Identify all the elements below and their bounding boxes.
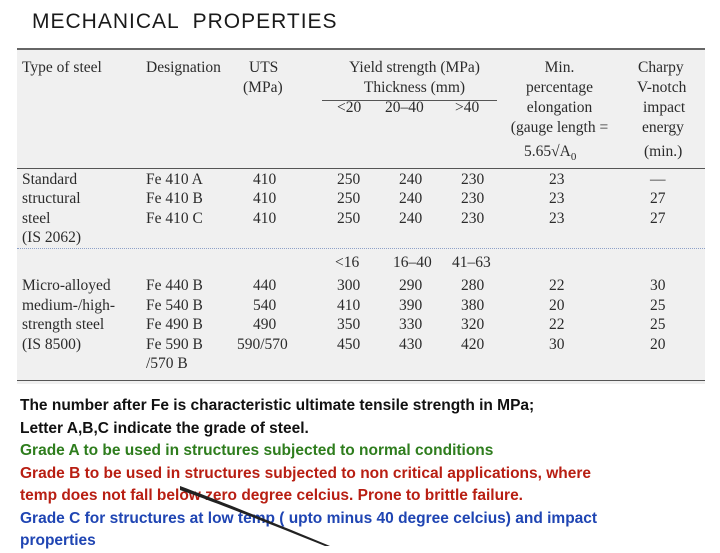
table-cell-yield1: 450 bbox=[337, 336, 361, 353]
table-cell-charpy: 27 bbox=[650, 210, 666, 227]
table-cell-yield1: 300 bbox=[337, 277, 361, 294]
table-top-rule bbox=[17, 48, 705, 50]
header-elong-1: Min. bbox=[544, 59, 575, 76]
note-line: Letter A,B,C indicate the grade of steel… bbox=[20, 419, 309, 437]
table-cell-elong: 23 bbox=[549, 210, 565, 227]
group1-type-1: Standard bbox=[22, 171, 78, 188]
table-cell-elong: 22 bbox=[549, 277, 565, 294]
header-elong-formula: 5.65√A0 bbox=[524, 143, 577, 164]
thickness-2: 20–40 bbox=[385, 99, 424, 116]
table-cell-elong: 23 bbox=[549, 171, 565, 188]
table-row-designation: Fe 410 A bbox=[146, 171, 203, 188]
table-cell-yield2: 330 bbox=[399, 316, 423, 333]
table-cell-elong: 20 bbox=[549, 297, 565, 314]
table-cell-yield3: 230 bbox=[461, 171, 485, 188]
table-cell-charpy: 25 bbox=[650, 297, 666, 314]
group2-type-1: Micro-alloyed bbox=[22, 277, 111, 294]
table-row-designation: Fe 540 B bbox=[146, 297, 203, 314]
header-rule bbox=[17, 168, 705, 169]
header-thickness: Thickness (mm) bbox=[363, 79, 466, 96]
header-charpy-5: (min.) bbox=[644, 143, 683, 160]
table-cell-yield2: 240 bbox=[399, 210, 423, 227]
table-cell-charpy: 30 bbox=[650, 277, 666, 294]
table-row-designation: Fe 440 B bbox=[146, 277, 203, 294]
table-cell-yield3: 320 bbox=[461, 316, 485, 333]
table-cell-uts: 410 bbox=[253, 210, 277, 227]
header-elong-4: (gauge length = bbox=[510, 119, 609, 136]
header-type: Type of steel bbox=[22, 59, 102, 76]
table-cell-elong: 30 bbox=[549, 336, 565, 353]
header-yield: Yield strength (MPa) bbox=[349, 59, 480, 76]
table-row-designation-cont: /570 B bbox=[146, 355, 188, 372]
thickness-2-1: <16 bbox=[335, 254, 360, 271]
table-cell-charpy: 20 bbox=[650, 336, 666, 353]
thickness-underline bbox=[322, 100, 497, 101]
table-cell-yield1: 350 bbox=[337, 316, 361, 333]
table-cell-yield1: 410 bbox=[337, 297, 361, 314]
table-cell-yield2: 290 bbox=[399, 277, 423, 294]
header-uts: UTS bbox=[249, 59, 279, 76]
table-cell-uts: 590/570 bbox=[237, 336, 288, 353]
group2-type-4: (IS 8500) bbox=[22, 336, 81, 353]
header-charpy-1: Charpy bbox=[638, 59, 684, 76]
group1-type-4: (IS 2062) bbox=[22, 229, 81, 246]
note-line: Grade A to be used in structures subject… bbox=[20, 442, 494, 459]
header-charpy-4: energy bbox=[642, 119, 684, 136]
header-charpy-2: V-notch bbox=[637, 79, 687, 96]
table-cell-yield2: 240 bbox=[399, 171, 423, 188]
table-cell-yield1: 250 bbox=[337, 190, 361, 207]
table-row-designation: Fe 490 B bbox=[146, 316, 203, 333]
table-cell-charpy: 25 bbox=[650, 316, 666, 333]
note-line: temp does not fall below zero degree cel… bbox=[20, 487, 523, 504]
table-cell-yield3: 280 bbox=[461, 277, 485, 294]
table-cell-charpy: — bbox=[650, 171, 666, 188]
thickness-1: <20 bbox=[337, 99, 362, 116]
table-cell-uts: 490 bbox=[253, 316, 277, 333]
note-line: Grade C for structures at low temp ( upt… bbox=[20, 509, 598, 527]
table-cell-yield2: 240 bbox=[399, 190, 423, 207]
table-cell-yield2: 390 bbox=[399, 297, 423, 314]
table-cell-yield1: 250 bbox=[337, 210, 361, 227]
table-cell-yield3: 230 bbox=[461, 190, 485, 207]
table-cell-uts: 410 bbox=[253, 171, 277, 188]
thickness-2-2: 16–40 bbox=[393, 254, 432, 271]
properties-table: Type of steel Designation UTS (MPa) Yiel… bbox=[17, 48, 705, 384]
note-line: Grade B to be used in structures subject… bbox=[20, 464, 592, 482]
notes: The number after Fe is characteristic ul… bbox=[20, 395, 710, 553]
group1-type-3: steel bbox=[22, 210, 51, 227]
group-separator bbox=[17, 248, 705, 249]
table-cell-elong: 22 bbox=[549, 316, 565, 333]
table-cell-yield3: 380 bbox=[461, 297, 485, 314]
table-cell-uts: 410 bbox=[253, 190, 277, 207]
table-row-designation: Fe 410 C bbox=[146, 210, 203, 227]
header-charpy-3: impact bbox=[643, 99, 686, 116]
group1-type-2: structural bbox=[22, 190, 81, 207]
table-cell-uts: 540 bbox=[253, 297, 277, 314]
slide-title: MECHANICAL PROPERTIES bbox=[32, 10, 338, 33]
header-elong-3: elongation bbox=[526, 99, 593, 116]
group2-type-3: strength steel bbox=[22, 316, 105, 333]
table-row-designation: Fe 590 B bbox=[146, 336, 203, 353]
table-body: Type of steel Designation UTS (MPa) Yiel… bbox=[17, 48, 705, 384]
table-cell-yield1: 250 bbox=[337, 171, 361, 188]
table-bottom-rule bbox=[17, 380, 705, 381]
header-designation: Designation bbox=[146, 59, 221, 76]
table-cell-yield3: 420 bbox=[461, 336, 485, 353]
table-cell-yield2: 430 bbox=[399, 336, 423, 353]
note-line: properties bbox=[20, 532, 96, 549]
header-elong-2: percentage bbox=[525, 79, 594, 96]
thickness-2-3: 41–63 bbox=[452, 254, 491, 271]
table-cell-yield3: 230 bbox=[461, 210, 485, 227]
table-cell-charpy: 27 bbox=[650, 190, 666, 207]
group2-type-2: medium-/high- bbox=[22, 297, 115, 314]
table-cell-elong: 23 bbox=[549, 190, 565, 207]
table-cell-uts: 440 bbox=[253, 277, 277, 294]
thickness-3: >40 bbox=[455, 99, 480, 116]
note-line: The number after Fe is characteristic ul… bbox=[20, 397, 535, 414]
header-uts-unit: (MPa) bbox=[243, 79, 283, 96]
table-row-designation: Fe 410 B bbox=[146, 190, 203, 207]
